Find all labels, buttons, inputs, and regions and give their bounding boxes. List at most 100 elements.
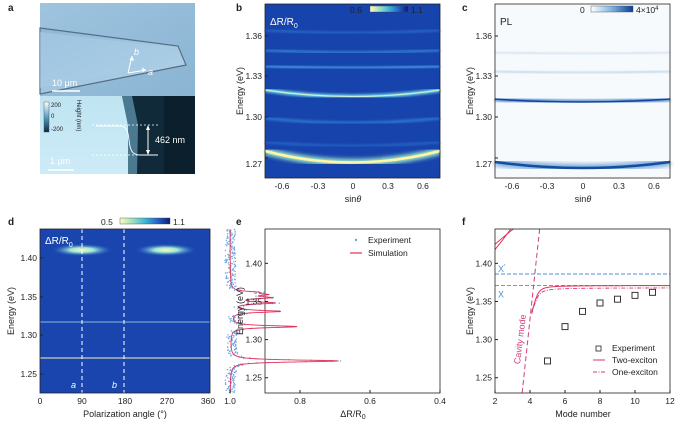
xtick-d: 0: [38, 396, 43, 406]
experiment-point: [230, 249, 233, 251]
experiment-point: [232, 268, 234, 271]
plot-frame-f: [494, 228, 671, 394]
xtick-c: -0.3: [540, 181, 555, 191]
ytick-label-e: 1.40: [245, 258, 262, 268]
experiment-point: [225, 275, 228, 277]
marker-a: a: [71, 380, 76, 390]
experiment-point: [237, 315, 240, 317]
colorbar-c: [590, 5, 634, 13]
experiment-point: [234, 264, 237, 267]
experiment-point: [232, 381, 235, 384]
experiment-point: [231, 281, 233, 284]
experiment-point: [229, 319, 232, 321]
ytick-d: 1.25: [20, 369, 37, 379]
ytick-label-e: 1.30: [245, 335, 262, 345]
experiment-point: [233, 289, 236, 291]
experiment-point: [227, 277, 229, 279]
experiment-point: [227, 377, 229, 379]
experiment-point: [229, 340, 231, 343]
experiment-point: [234, 232, 236, 234]
experiment-point: [228, 318, 231, 320]
xtick-c: 0.6: [648, 181, 660, 191]
experiment-point: [227, 348, 229, 351]
upper-branch: [494, 228, 512, 250]
experiment-point: [561, 323, 569, 331]
experiment-point: [231, 376, 233, 378]
ytick-label-f: 1.35: [475, 296, 492, 306]
experiment-point: [229, 366, 231, 369]
experiment-point: [225, 258, 227, 260]
experiment-point: [231, 377, 234, 380]
experiment-point: [234, 251, 236, 254]
experiment-point: [231, 279, 233, 281]
experiment-point: [233, 389, 236, 392]
xtick-label-e: 0.4: [434, 396, 446, 406]
experiment-point: [226, 276, 228, 278]
experiment-point: [235, 347, 238, 349]
experiment-point: [230, 245, 232, 248]
xtick-d: 90: [77, 396, 87, 406]
ylabel-e: Energy (eV): [235, 287, 245, 335]
upper-branch: [494, 228, 514, 245]
xtick-d: 270: [160, 396, 174, 406]
experiment-point: [232, 375, 235, 377]
yticks-d: [40, 257, 43, 375]
ytick-d: 1.30: [20, 330, 37, 340]
experiment-point: [232, 344, 235, 347]
experiment-point: [233, 246, 235, 248]
experiment-point: [224, 259, 226, 262]
experiment-point: [272, 296, 275, 299]
legend-label-one-exciton: One-exciton: [612, 367, 658, 377]
experiment-point: [231, 338, 233, 341]
experiment-point: [234, 345, 236, 348]
experiment-point: [237, 317, 239, 319]
xtick-label-f: 12: [665, 396, 675, 406]
one-exciton-curve: [531, 287, 670, 314]
experiment-point: [237, 307, 239, 310]
experiment-point: [237, 365, 239, 368]
cbar-b-min: 0.6: [350, 5, 362, 15]
experiment-point: [233, 228, 236, 231]
xtick-d: 180: [118, 396, 132, 406]
experiment-point: [234, 343, 237, 346]
experiment-point: [232, 283, 234, 285]
experiment-point: [232, 342, 234, 345]
experiment-point: [232, 380, 234, 382]
xlabel-e: ΔR/R0: [340, 409, 366, 421]
experiment-point: [234, 230, 236, 233]
ytick-b: 1.33: [245, 71, 262, 81]
experiment-point: [232, 273, 234, 276]
experiment-point: [227, 281, 230, 283]
reflectance-map-b: [264, 3, 441, 179]
experiment-point: [224, 272, 227, 274]
xtick-b: -0.3: [311, 181, 326, 191]
xtick-b: -0.6: [275, 181, 290, 191]
experiment-point: [233, 373, 235, 376]
ylabel-b: Energy (eV): [235, 67, 245, 115]
afm-colorbar: [43, 101, 50, 133]
experiment-point: [227, 266, 230, 269]
xtick-c: -0.6: [505, 181, 520, 191]
experiment-point: [233, 341, 236, 343]
experiment-point: [255, 295, 257, 297]
experiment-point: [230, 330, 232, 332]
experiment-point: [231, 255, 233, 258]
experiment-point: [226, 368, 229, 371]
experiment-point: [235, 323, 238, 325]
experiment-point: [232, 336, 234, 339]
experiment-point: [232, 391, 234, 393]
experiment-point: [229, 279, 231, 282]
ylabel-f: Energy (eV): [465, 287, 475, 335]
experiment-point: [236, 351, 239, 354]
experiment-point: [232, 314, 235, 317]
experiment-point: [579, 307, 586, 315]
experiment-point: [228, 316, 230, 318]
experiment-point: [238, 365, 240, 367]
xtick-b: 0.6: [417, 181, 429, 191]
ytick-label-e: 1.35: [245, 296, 262, 306]
marker-b: b: [112, 380, 117, 390]
experiment-point: [236, 353, 239, 355]
experiment-point: [231, 278, 233, 280]
experiment-point: [224, 255, 227, 257]
